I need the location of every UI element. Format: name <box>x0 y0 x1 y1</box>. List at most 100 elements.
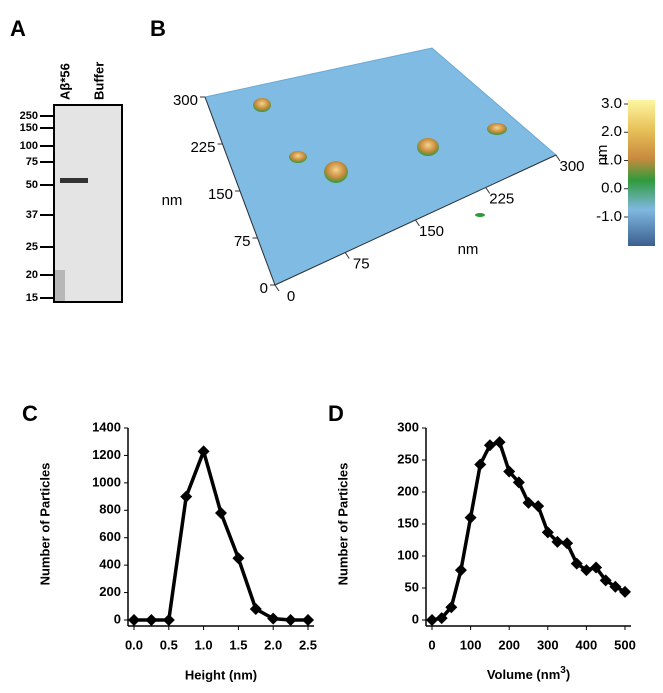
point <box>445 601 458 614</box>
point <box>483 439 496 452</box>
y-tick-label: 1200 <box>92 447 121 462</box>
x-axis-label: nm <box>458 241 479 258</box>
panel-label: C <box>22 401 38 426</box>
y-tick-label: 100 <box>397 547 419 562</box>
line <box>431 440 626 622</box>
lane-label: Aβ*56 <box>57 63 72 100</box>
y-tick-label: 800 <box>99 502 121 517</box>
colorbar-tick-label: 3.0 <box>601 95 622 112</box>
point <box>426 614 438 626</box>
colorbar <box>628 100 655 246</box>
x-tick-label: 150 <box>419 223 444 240</box>
colorbar-tick-label: 2.0 <box>601 123 622 140</box>
x-tick-label: 300 <box>537 637 559 652</box>
panel-label: D <box>328 401 344 426</box>
gel <box>53 104 123 303</box>
y-tick-label: 225 <box>190 139 215 156</box>
x-tick-label: 1.0 <box>195 637 213 652</box>
panel-label: A <box>10 16 26 41</box>
y-axis-label: Number of Particles <box>335 463 350 586</box>
marker-label: 15 <box>26 292 38 304</box>
point <box>561 537 574 550</box>
point <box>541 526 554 539</box>
y-tick-label: 0 <box>260 280 268 297</box>
x-tick-label: 0 <box>428 637 435 652</box>
x-axis-label-text: Volume (nm <box>487 667 560 682</box>
colorbar-tick-label: 0.0 <box>601 180 622 197</box>
marker-label: 100 <box>20 140 38 152</box>
x-tick-label: 400 <box>576 637 598 652</box>
y-tick-label: 1400 <box>92 419 121 434</box>
y-tick-label: 200 <box>397 483 419 498</box>
point <box>284 614 297 626</box>
marker-label: 50 <box>26 179 38 191</box>
point <box>619 585 631 598</box>
point <box>435 612 448 625</box>
point <box>454 564 467 577</box>
x-tick-label: 0.5 <box>160 637 178 652</box>
point <box>580 564 593 577</box>
x-axis-label-text: ) <box>566 667 570 682</box>
point <box>503 465 516 478</box>
x-tick-label: 200 <box>498 637 520 652</box>
marker-label: 75 <box>26 156 38 168</box>
point <box>532 500 545 513</box>
y-axis-label: nm <box>162 192 183 209</box>
gel-band <box>60 178 88 183</box>
x-tick-label: 75 <box>353 255 370 272</box>
y-tick-label: 150 <box>397 515 419 530</box>
colorbar-label: nm <box>594 145 611 166</box>
x-axis-label: Volume (nm3) <box>487 665 570 683</box>
y-tick-label: 300 <box>397 419 419 434</box>
point <box>197 445 210 458</box>
x-tick-label: 2.0 <box>264 637 282 652</box>
x-tick <box>274 284 280 292</box>
point <box>512 476 525 489</box>
x-tick-label: 300 <box>559 158 584 175</box>
point <box>522 496 535 509</box>
marker-label: 150 <box>20 122 38 134</box>
y-tick-label: 600 <box>99 529 121 544</box>
x-axis-label: Height (nm) <box>185 667 257 682</box>
point <box>493 436 506 449</box>
marker-label: 250 <box>20 110 38 122</box>
point <box>232 552 245 565</box>
y-tick-label: 400 <box>99 557 121 572</box>
x-tick-label: 225 <box>489 190 514 207</box>
y-tick-label: 1000 <box>92 474 121 489</box>
y-tick-label: 0 <box>114 611 121 626</box>
colorbar-tick-label: -1.0 <box>596 208 622 225</box>
marker-label: 37 <box>26 209 38 221</box>
gel-smear <box>55 270 65 301</box>
point <box>302 614 314 626</box>
y-tick-label: 150 <box>208 186 233 203</box>
x-axis-label-sup: 3 <box>560 665 566 676</box>
x-tick-label: 1.5 <box>229 637 247 652</box>
point <box>267 612 280 625</box>
y-tick-label: 75 <box>234 233 251 250</box>
point <box>180 490 193 503</box>
colorbar-tick-label: 1.0 <box>601 151 622 168</box>
x-tick-label: 500 <box>614 637 636 652</box>
lane-label: Buffer <box>91 62 106 100</box>
point <box>474 458 487 471</box>
point <box>215 507 227 520</box>
y-tick-label: 0 <box>412 611 419 626</box>
x-tick <box>485 187 491 194</box>
marker-label: 20 <box>26 269 38 281</box>
x-tick-label: 100 <box>460 637 482 652</box>
point <box>599 574 612 587</box>
x-tick-label: 0.0 <box>125 637 143 652</box>
x-tick-label: 0 <box>287 288 295 305</box>
point <box>551 535 564 548</box>
y-axis-label: Number of Particles <box>37 463 52 586</box>
x-tick-label: 2.5 <box>299 637 317 652</box>
y-tick-label: 300 <box>173 92 198 109</box>
panel-label: B <box>150 16 166 41</box>
point <box>590 561 603 574</box>
point <box>464 511 477 524</box>
x-tick <box>555 154 561 162</box>
y-tick-label: 250 <box>397 451 419 466</box>
line <box>134 449 308 622</box>
